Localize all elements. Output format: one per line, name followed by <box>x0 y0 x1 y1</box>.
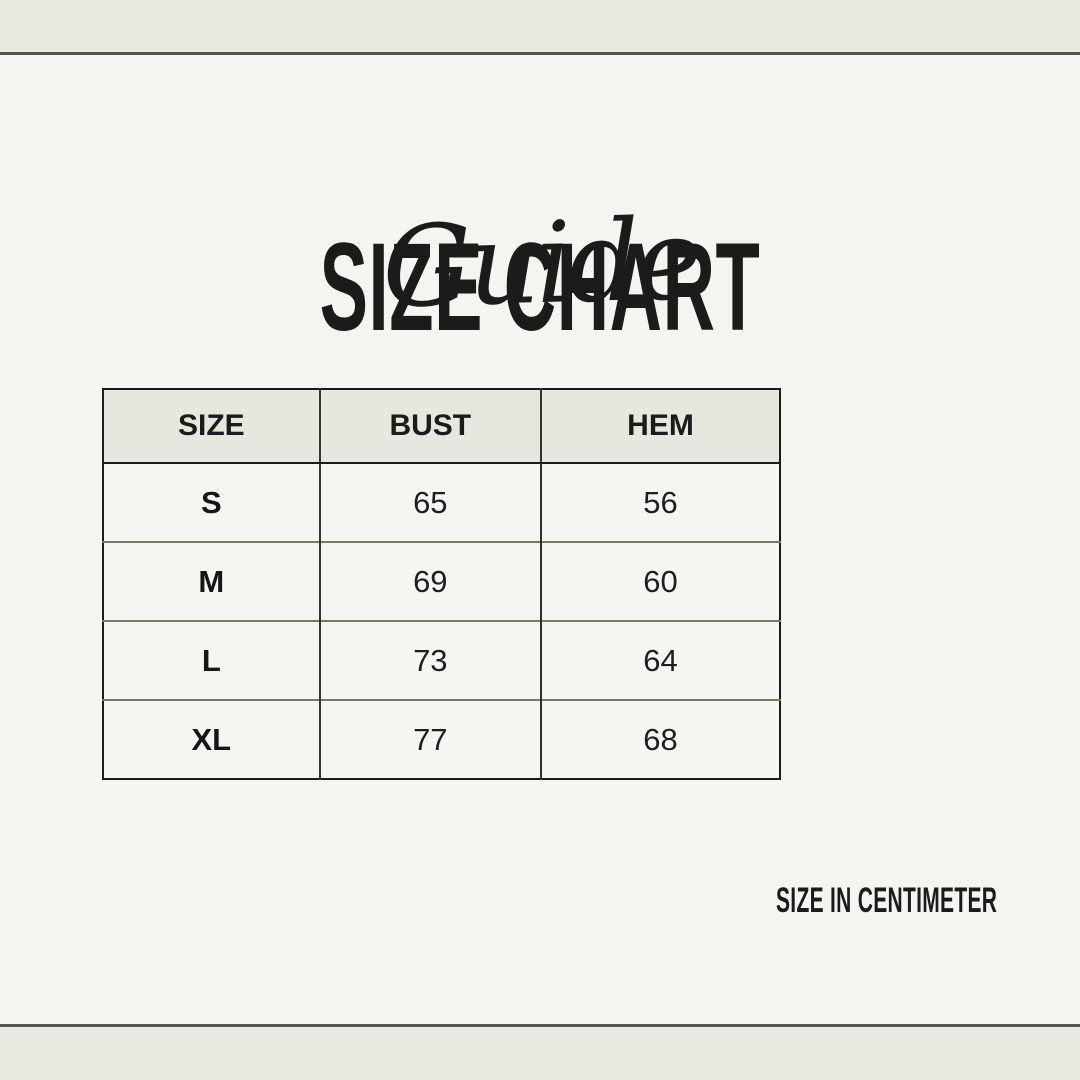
cell-hem: 56 <box>540 463 780 542</box>
page-title-text: SIZE CHART <box>319 217 761 357</box>
cell-size: M <box>103 541 320 621</box>
top-band <box>0 0 1080 55</box>
table-row: S 65 56 <box>103 463 780 542</box>
units-footnote: SIZE IN CENTIMETER <box>776 883 1080 918</box>
cell-size: XL <box>103 699 320 779</box>
cell-bust: 69 <box>318 541 541 621</box>
cell-hem: 68 <box>540 699 780 779</box>
size-table: SIZE BUST HEM S 65 56 M 69 60 L 73 64 <box>102 388 781 780</box>
size-table-body: S 65 56 M 69 60 L 73 64 XL 77 68 <box>103 463 780 779</box>
cell-hem: 64 <box>540 620 780 700</box>
header-hem: HEM <box>540 389 780 464</box>
header-bust: BUST <box>318 389 541 464</box>
cell-size: S <box>200 484 222 520</box>
units-footnote-text: SIZE IN CENTIMETER <box>776 881 998 920</box>
header-row: SIZE BUST HEM <box>103 389 780 464</box>
table-row: XL 77 68 <box>103 699 780 779</box>
bottom-band <box>0 1024 1080 1080</box>
cell-bust: 73 <box>318 620 541 700</box>
cell-bust: 65 <box>318 463 541 542</box>
size-table-header: SIZE BUST HEM <box>103 389 780 464</box>
table-row: M 69 60 <box>103 541 780 621</box>
table-row: L 73 64 <box>103 620 780 700</box>
cell-hem: 60 <box>540 541 780 621</box>
cell-bust: 77 <box>318 699 541 779</box>
page-title: SIZE CHART <box>0 225 1080 350</box>
cell-size: L <box>103 620 320 700</box>
header-size: SIZE <box>103 389 320 464</box>
